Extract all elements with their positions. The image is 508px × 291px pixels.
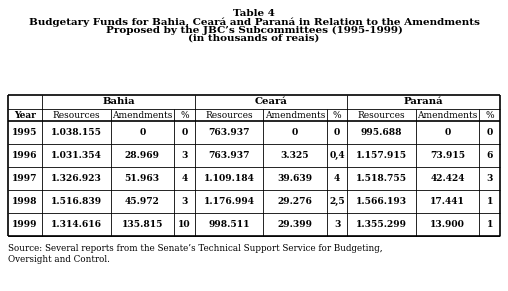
- Text: 3: 3: [487, 174, 493, 183]
- Text: 0: 0: [444, 128, 451, 137]
- Text: 1.176.994: 1.176.994: [204, 197, 255, 206]
- Text: 1997: 1997: [12, 174, 38, 183]
- Text: 6: 6: [487, 151, 493, 160]
- Text: 1.566.193: 1.566.193: [356, 197, 407, 206]
- Text: 3.325: 3.325: [280, 151, 309, 160]
- Text: Resources: Resources: [205, 111, 253, 120]
- Text: 0: 0: [292, 128, 298, 137]
- Text: 28.969: 28.969: [125, 151, 160, 160]
- Text: Resources: Resources: [52, 111, 100, 120]
- Text: 3: 3: [334, 220, 340, 229]
- Text: 763.937: 763.937: [208, 128, 250, 137]
- Text: 51.963: 51.963: [125, 174, 160, 183]
- Text: 17.441: 17.441: [430, 197, 465, 206]
- Text: Resources: Resources: [358, 111, 405, 120]
- Text: Table 4: Table 4: [233, 8, 275, 17]
- Text: 13.900: 13.900: [430, 220, 465, 229]
- Text: Amendments: Amendments: [265, 111, 325, 120]
- Text: Oversight and Control.: Oversight and Control.: [8, 255, 110, 264]
- Text: Source: Several reports from the Senate’s Technical Support Service for Budgetin: Source: Several reports from the Senate’…: [8, 244, 383, 253]
- Text: 995.688: 995.688: [361, 128, 402, 137]
- Text: 3: 3: [181, 197, 187, 206]
- Text: Budgetary Funds for Bahia, Ceará and Paraná in Relation to the Amendments: Budgetary Funds for Bahia, Ceará and Par…: [28, 17, 480, 27]
- Text: 0,4: 0,4: [329, 151, 345, 160]
- Text: 1998: 1998: [12, 197, 38, 206]
- Text: 0: 0: [181, 128, 187, 137]
- Text: 73.915: 73.915: [430, 151, 465, 160]
- Text: Ceará: Ceará: [255, 97, 288, 107]
- Text: 10: 10: [178, 220, 190, 229]
- Text: 29.399: 29.399: [277, 220, 312, 229]
- Text: Year: Year: [14, 111, 36, 120]
- Text: Paraná: Paraná: [404, 97, 443, 107]
- Text: 998.511: 998.511: [208, 220, 250, 229]
- Text: 1.109.184: 1.109.184: [204, 174, 255, 183]
- Text: %: %: [485, 111, 494, 120]
- Text: 1: 1: [487, 220, 493, 229]
- Text: 1.038.155: 1.038.155: [51, 128, 102, 137]
- Text: 1.326.923: 1.326.923: [51, 174, 102, 183]
- Text: 1995: 1995: [12, 128, 38, 137]
- Text: 45.972: 45.972: [125, 197, 160, 206]
- Text: Proposed by the JBC’s Subcommittees (1995-1999): Proposed by the JBC’s Subcommittees (199…: [106, 25, 402, 35]
- Text: %: %: [333, 111, 341, 120]
- Text: 1996: 1996: [12, 151, 38, 160]
- Text: 4: 4: [334, 174, 340, 183]
- Text: 0: 0: [487, 128, 493, 137]
- Text: 1.518.755: 1.518.755: [356, 174, 407, 183]
- Text: 0: 0: [334, 128, 340, 137]
- Text: 763.937: 763.937: [208, 151, 250, 160]
- Text: 1.157.915: 1.157.915: [356, 151, 407, 160]
- Text: 42.424: 42.424: [430, 174, 465, 183]
- Text: 0: 0: [139, 128, 145, 137]
- Text: 3: 3: [181, 151, 187, 160]
- Text: 1.314.616: 1.314.616: [51, 220, 102, 229]
- Text: 2,5: 2,5: [329, 197, 345, 206]
- Text: 1.355.299: 1.355.299: [356, 220, 407, 229]
- Text: 29.276: 29.276: [277, 197, 312, 206]
- Text: Bahia: Bahia: [102, 97, 135, 107]
- Text: 39.639: 39.639: [277, 174, 312, 183]
- Text: 4: 4: [181, 174, 187, 183]
- Text: Amendments: Amendments: [417, 111, 478, 120]
- Text: 1.516.839: 1.516.839: [51, 197, 102, 206]
- Text: 1: 1: [487, 197, 493, 206]
- Text: 1.031.354: 1.031.354: [51, 151, 102, 160]
- Text: 135.815: 135.815: [121, 220, 163, 229]
- Text: (in thousands of reais): (in thousands of reais): [188, 33, 320, 42]
- Text: Amendments: Amendments: [112, 111, 173, 120]
- Text: %: %: [180, 111, 189, 120]
- Text: 1999: 1999: [12, 220, 38, 229]
